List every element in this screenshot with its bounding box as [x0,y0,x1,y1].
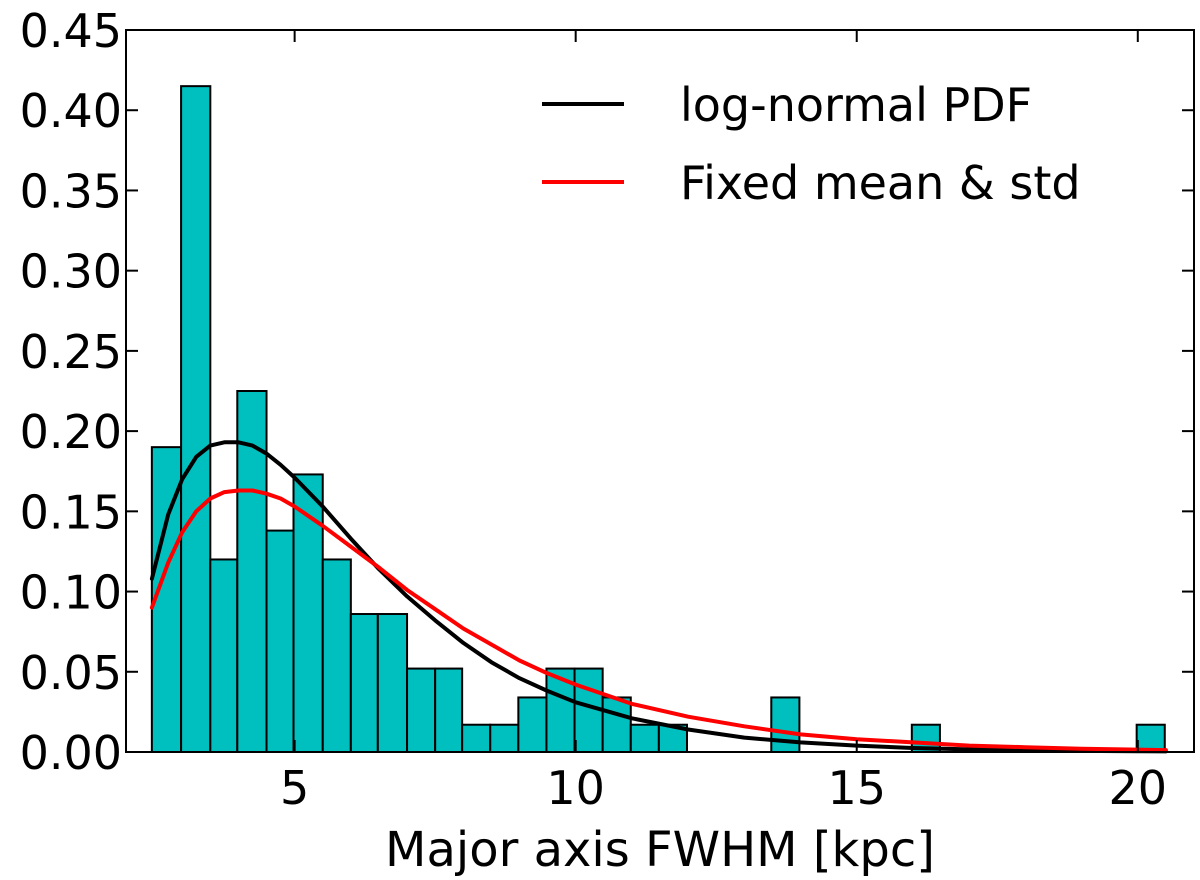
histogram-bar [1135,723,1166,753]
axis-ticks [126,29,1194,753]
histogram-bar [265,529,295,753]
log-normal-pdf-curve [149,440,1168,754]
legend-label-log-normal-pdf: log-normal PDF [680,78,1032,132]
x-tick-label: 10 [546,761,605,815]
fixed-mean-std-curve [149,488,1168,753]
x-tick-label: 5 [280,761,309,815]
histogram-bar [209,558,239,754]
y-tick-label: 0.20 [20,405,122,459]
histogram-bar [349,613,379,753]
histogram-bar [601,696,632,754]
histogram-bar [517,696,548,754]
pdf-curves [149,440,1168,754]
histogram-bar [406,667,437,754]
x-axis-title: Major axis FWHM [kpc] [385,822,935,878]
y-tick-label: 0.30 [20,245,122,299]
y-tick-label: 0.10 [20,566,122,620]
y-tick-label: 0.25 [20,325,122,379]
histogram-bar [573,667,604,754]
histogram-bar [629,723,660,753]
histogram-bar [461,723,492,753]
histogram-bar [434,667,464,754]
histogram-bar [489,723,520,753]
y-tick-label: 0.45 [20,4,122,58]
histogram-bar [376,613,409,753]
y-tick-label: 0.00 [20,726,122,780]
legend: log-normal PDF Fixed mean & std [542,78,1081,210]
x-tick-label: 15 [827,761,886,815]
histogram-bar [321,558,352,754]
plot-frame [125,29,1195,753]
histogram-bars [150,85,1166,754]
x-tick-label: 20 [1109,761,1168,815]
y-tick-label: 0.40 [20,84,122,138]
histogram-bar [180,85,212,753]
y-tick-label: 0.35 [20,164,122,218]
y-tick-label: 0.15 [20,485,122,539]
tick-labels: 5 10 15 20 0.00 0.05 0.10 0.15 0.20 0.25 0.30 0.35 0… [20,4,1167,815]
legend-label-fixed-mean-std: Fixed mean & std [680,156,1081,210]
y-tick-label: 0.05 [20,646,122,700]
